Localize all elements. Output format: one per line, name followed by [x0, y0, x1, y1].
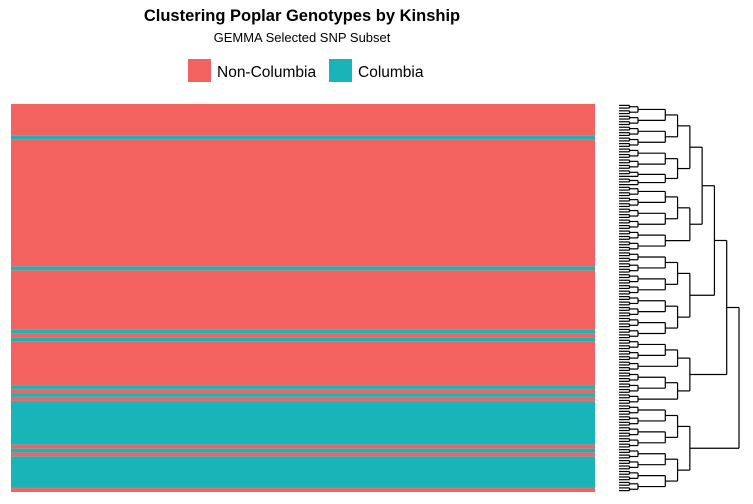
heatmap-band-columbia [11, 448, 595, 453]
chart-title: Clustering Poplar Genotypes by Kinship [144, 7, 460, 25]
heatmap-band-non-columbia [11, 389, 595, 394]
dendrogram [619, 104, 740, 492]
legend-label-non-columbia: Non-Columbia [217, 64, 316, 81]
heatmap-band-non-columbia [11, 270, 595, 330]
heatmap-band-non-columbia [11, 341, 595, 386]
heatmap-band-non-columbia [11, 444, 595, 449]
heatmap-band-columbia [11, 266, 595, 271]
heatmap-band-non-columbia [11, 104, 595, 136]
heatmap-separators [11, 135, 595, 489]
heatmap-panel [11, 104, 595, 492]
legend: Non-Columbia Columbia [188, 59, 424, 82]
heatmap-band-columbia [11, 385, 595, 390]
heatmap-band-non-columbia [11, 333, 595, 338]
heatmap-band-columbia [11, 337, 595, 342]
heatmap-band-columbia [11, 400, 595, 445]
heatmap-band-columbia [11, 393, 595, 397]
legend-label-columbia: Columbia [358, 64, 424, 81]
legend-key-columbia [329, 59, 352, 82]
heatmap-band-non-columbia [11, 452, 595, 457]
heatmap-band-columbia [11, 456, 595, 489]
heatmap-band-non-columbia [11, 139, 595, 267]
heatmap-band-non-columbia [11, 488, 595, 492]
chart-subtitle: GEMMA Selected SNP Subset [214, 30, 391, 45]
heatmap-band-columbia [11, 135, 595, 140]
heatmap-band-columbia [11, 329, 595, 334]
heatmap-band-non-columbia [11, 396, 595, 401]
legend-key-non-columbia [188, 59, 211, 82]
